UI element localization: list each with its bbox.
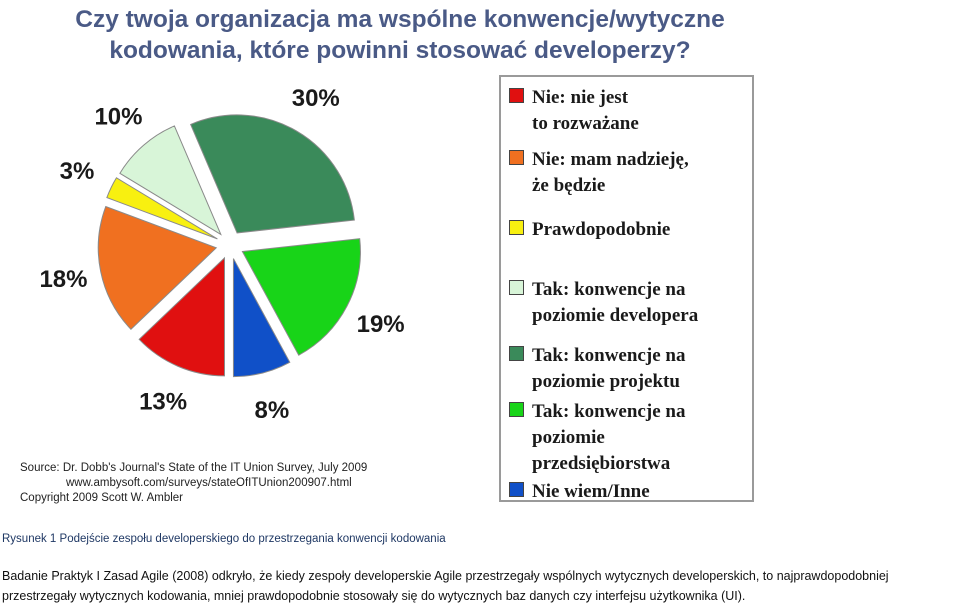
legend-swatch (509, 220, 524, 235)
source-line: Source: Dr. Dobb's Journal's State of th… (20, 462, 368, 474)
legend-label: Prawdopodobnie (532, 219, 671, 240)
legend-swatch (509, 402, 524, 417)
legend-label: Nie: nie jest to rozważane (532, 87, 639, 134)
pie-slice (106, 177, 218, 240)
slice-value-label: 30% (292, 85, 340, 112)
legend-label: Nie wiem/Inne (532, 481, 650, 502)
body-paragraph: Badanie Praktyk I Zasad Agile (2008) odk… (2, 569, 889, 603)
source-note: Source: Dr. Dobb's Journal's State of th… (20, 461, 367, 506)
chart-legend: Nie: nie jest to rozważane Nie: mam nadzi… (499, 75, 754, 502)
pie-chart: 13% 18% 3% 10% 30% 19% 8% (39, 85, 405, 424)
pie-slice (97, 205, 218, 330)
legend-label: Nie: mam nadzieję, że będzie (532, 149, 689, 196)
pie-slice (119, 125, 222, 236)
legend-label: Tak: konwencje na poziomie projektu (532, 345, 686, 392)
pie-slice (232, 258, 291, 378)
pie-slice (138, 256, 225, 377)
source-url: www.ambysoft.com/surveys/stateOfITUnion2… (66, 477, 352, 489)
legend-swatch (509, 88, 524, 103)
slice-value-label: 10% (94, 104, 142, 131)
slice-value-label: 19% (357, 311, 405, 338)
figure-caption: Rysunek 1 Podejście zespołu developerski… (2, 533, 446, 545)
legend-swatch (509, 150, 524, 165)
slice-value-label: 13% (139, 388, 187, 415)
legend-label: Tak: konwencje na poziomie developera (532, 279, 699, 326)
chart-title: Czy twoja organizacja ma wspólne konwenc… (75, 6, 725, 64)
copyright-line: Copyright 2009 Scott W. Ambler (20, 492, 183, 504)
legend-swatch (509, 280, 524, 295)
legend-swatch (509, 346, 524, 361)
legend-swatch (509, 482, 524, 497)
slice-value-label: 8% (255, 397, 290, 424)
slice-value-label: 18% (39, 266, 87, 293)
legend-label: Tak: konwencje na poziomie przedsiębiors… (532, 401, 686, 474)
pie-slice (241, 238, 361, 356)
pie-slice (189, 114, 355, 234)
slice-value-label: 3% (60, 158, 95, 185)
